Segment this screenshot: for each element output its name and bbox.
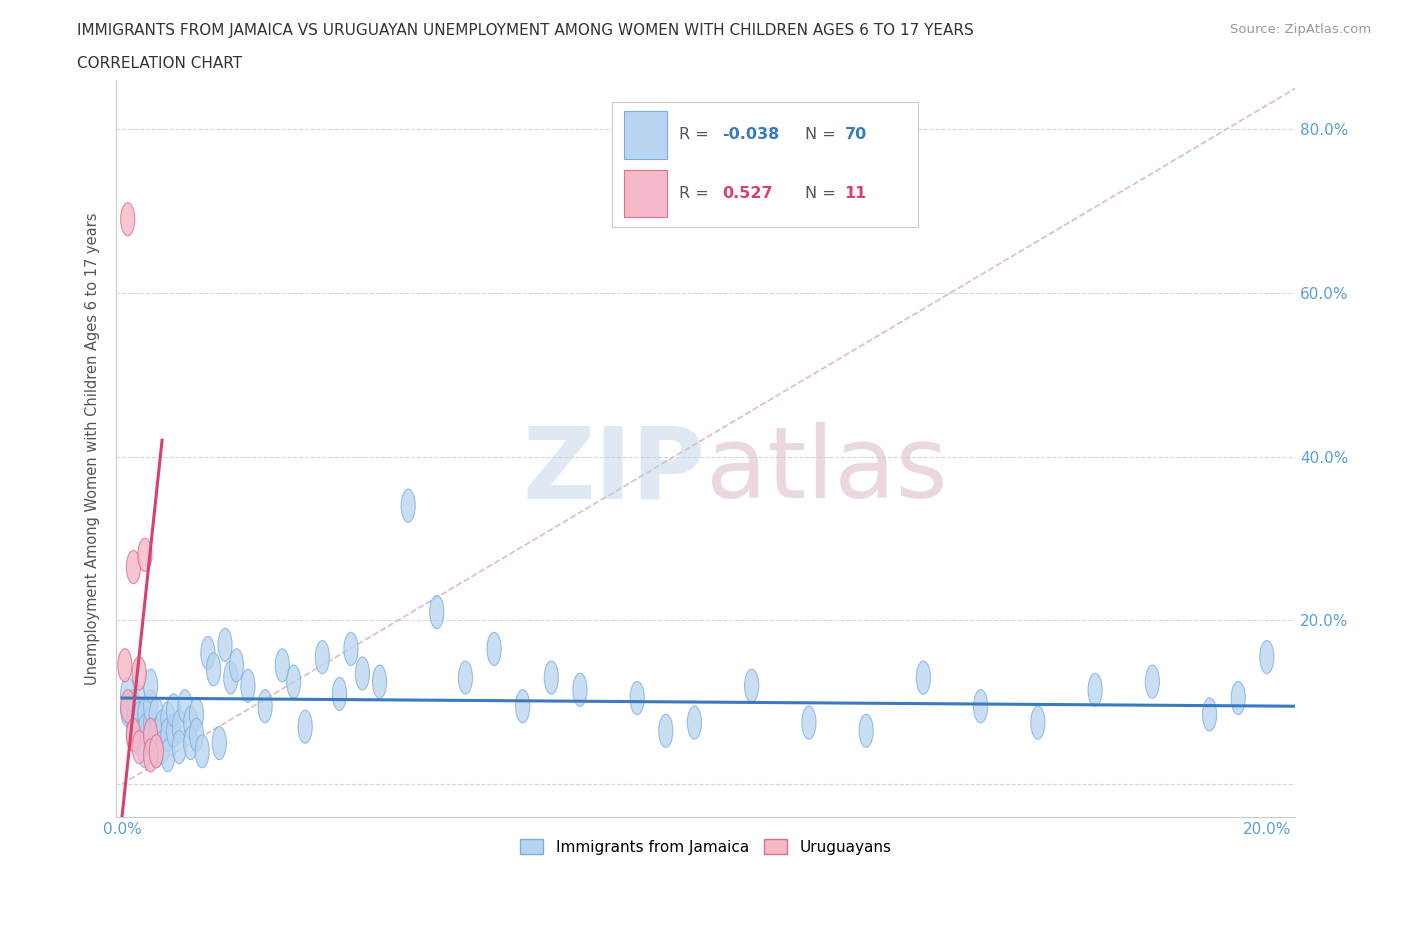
Ellipse shape xyxy=(179,690,193,723)
Ellipse shape xyxy=(143,706,157,739)
Ellipse shape xyxy=(332,677,347,711)
Ellipse shape xyxy=(138,714,152,748)
Ellipse shape xyxy=(973,690,987,723)
Ellipse shape xyxy=(132,685,146,719)
Ellipse shape xyxy=(207,653,221,686)
Ellipse shape xyxy=(373,665,387,698)
Ellipse shape xyxy=(572,673,588,707)
Ellipse shape xyxy=(1202,698,1216,731)
Ellipse shape xyxy=(127,690,141,723)
Ellipse shape xyxy=(688,706,702,739)
Ellipse shape xyxy=(745,670,759,702)
Ellipse shape xyxy=(143,738,157,772)
Ellipse shape xyxy=(132,723,146,755)
Ellipse shape xyxy=(184,706,198,739)
Ellipse shape xyxy=(259,690,273,723)
Ellipse shape xyxy=(287,665,301,698)
Ellipse shape xyxy=(138,538,152,571)
Ellipse shape xyxy=(1031,706,1045,739)
Ellipse shape xyxy=(160,702,174,735)
Text: atlas: atlas xyxy=(706,422,948,519)
Ellipse shape xyxy=(149,698,163,731)
Ellipse shape xyxy=(121,690,135,723)
Ellipse shape xyxy=(149,718,163,751)
Ellipse shape xyxy=(172,731,187,764)
Ellipse shape xyxy=(276,649,290,682)
Ellipse shape xyxy=(240,670,254,702)
Ellipse shape xyxy=(149,735,163,768)
Ellipse shape xyxy=(401,489,415,523)
Ellipse shape xyxy=(190,698,204,731)
Ellipse shape xyxy=(143,718,157,751)
Text: CORRELATION CHART: CORRELATION CHART xyxy=(77,56,242,71)
Ellipse shape xyxy=(201,636,215,670)
Ellipse shape xyxy=(184,726,198,760)
Ellipse shape xyxy=(356,657,370,690)
Ellipse shape xyxy=(516,690,530,723)
Ellipse shape xyxy=(121,694,135,727)
Ellipse shape xyxy=(917,661,931,694)
Ellipse shape xyxy=(132,702,146,735)
Ellipse shape xyxy=(160,718,174,751)
Ellipse shape xyxy=(801,706,815,739)
Ellipse shape xyxy=(1232,682,1246,714)
Ellipse shape xyxy=(458,661,472,694)
Ellipse shape xyxy=(212,726,226,760)
Ellipse shape xyxy=(127,718,141,751)
Ellipse shape xyxy=(155,731,169,764)
Ellipse shape xyxy=(155,711,169,743)
Ellipse shape xyxy=(118,649,132,682)
Text: IMMIGRANTS FROM JAMAICA VS URUGUAYAN UNEMPLOYMENT AMONG WOMEN WITH CHILDREN AGES: IMMIGRANTS FROM JAMAICA VS URUGUAYAN UNE… xyxy=(77,23,974,38)
Ellipse shape xyxy=(166,714,180,748)
Ellipse shape xyxy=(160,738,174,772)
Text: ZIP: ZIP xyxy=(523,422,706,519)
Ellipse shape xyxy=(172,711,187,743)
Ellipse shape xyxy=(1146,665,1160,698)
Ellipse shape xyxy=(127,706,141,739)
Ellipse shape xyxy=(218,629,232,661)
Ellipse shape xyxy=(143,670,157,702)
Ellipse shape xyxy=(166,694,180,727)
Ellipse shape xyxy=(859,714,873,748)
Ellipse shape xyxy=(195,735,209,768)
Ellipse shape xyxy=(138,735,152,768)
Ellipse shape xyxy=(298,711,312,743)
Ellipse shape xyxy=(143,723,157,755)
Ellipse shape xyxy=(229,649,243,682)
Text: Source: ZipAtlas.com: Source: ZipAtlas.com xyxy=(1230,23,1371,36)
Ellipse shape xyxy=(138,698,152,731)
Ellipse shape xyxy=(224,661,238,694)
Ellipse shape xyxy=(190,718,204,751)
Ellipse shape xyxy=(121,203,135,236)
Ellipse shape xyxy=(1088,673,1102,707)
Ellipse shape xyxy=(127,718,141,751)
Ellipse shape xyxy=(630,682,644,714)
Ellipse shape xyxy=(486,632,501,666)
Ellipse shape xyxy=(127,551,141,584)
Ellipse shape xyxy=(659,714,673,748)
Ellipse shape xyxy=(315,641,329,673)
Ellipse shape xyxy=(121,677,135,711)
Ellipse shape xyxy=(132,731,146,764)
Ellipse shape xyxy=(344,632,359,666)
Legend: Immigrants from Jamaica, Uruguayans: Immigrants from Jamaica, Uruguayans xyxy=(515,832,897,860)
Ellipse shape xyxy=(430,595,444,629)
Ellipse shape xyxy=(143,690,157,723)
Ellipse shape xyxy=(1260,641,1274,673)
Y-axis label: Unemployment Among Women with Children Ages 6 to 17 years: Unemployment Among Women with Children A… xyxy=(86,212,100,684)
Ellipse shape xyxy=(132,657,146,690)
Ellipse shape xyxy=(149,735,163,768)
Ellipse shape xyxy=(544,661,558,694)
